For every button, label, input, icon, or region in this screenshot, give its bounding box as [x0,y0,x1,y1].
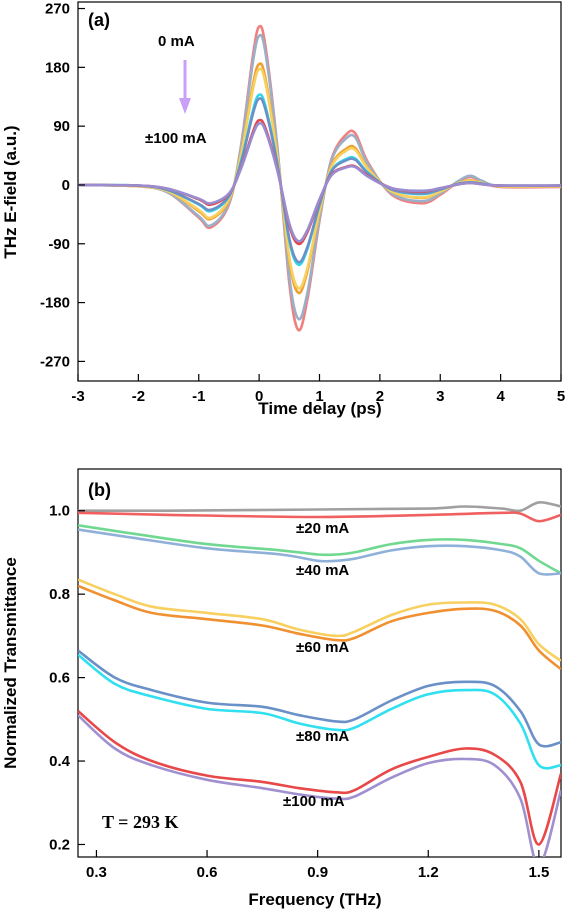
panel-a: -3 -2 -1 0 1 2 3 4 5 -270 -180 -90 0 90 180 270 (a) 0 m… [1,1,565,418]
x-tick-label: -1 [192,388,205,405]
y-tick-label: 0.8 [49,586,70,603]
x-tick-label: 0.9 [307,864,328,881]
panel-a-xlabel: Time delay (ps) [258,399,381,418]
panel-a-annotation-bottom: ±100 mA [145,130,207,147]
panel-a-ylabel: THz E-field (a.u.) [1,125,20,258]
series-line-a-3 [78,67,561,290]
x-tick-label: -3 [71,388,84,405]
panel-a-frame [77,1,562,382]
x-tick-label: 0 [255,388,263,405]
x-tick-label: 2 [376,388,384,405]
x-tick-label: -2 [132,388,145,405]
curve-label-80: ±80 mA [296,728,349,745]
y-tick-label: 90 [53,118,70,135]
y-tick-label: 180 [45,59,70,76]
series-line-b-2 [78,524,561,575]
panel-b: 0.3 0.6 0.9 1.2 1.5 0.2 0.4 0.6 0.8 1.0 (b) ±20 m… [1,468,562,909]
y-tick-label: -90 [48,236,70,253]
x-tick-label: 1 [315,388,323,405]
series-line-b-4 [78,578,561,662]
series-line-b-3 [78,528,561,576]
curve-label-100: ±100 mA [283,793,345,810]
y-tick-label: 0.4 [49,753,71,770]
panel-b-frame [77,468,562,858]
series-line-a-5 [78,97,561,264]
x-tick-label: 0.6 [197,864,218,881]
panel-b-label: (b) [88,480,111,500]
series-line-b-1 [78,511,561,523]
temperature-label: T = 293 K [102,812,178,832]
x-tick-label: 0.3 [86,864,107,881]
panel-b-xlabel: Frequency (THz) [248,890,381,909]
series-line-a-2 [78,62,561,295]
y-tick-label: 0.2 [49,836,70,853]
curve-label-20: ±20 mA [296,520,349,537]
y-tick-label: 270 [45,1,70,18]
y-tick-label: -270 [40,353,70,370]
y-tick-label: -180 [40,295,70,312]
x-tick-label: 1.2 [418,864,439,881]
panel-b-ticks: 0.3 0.6 0.9 1.2 1.5 0.2 0.4 0.6 0.8 1.0 [49,503,549,881]
y-tick-label: 1.0 [49,503,70,520]
panel-a-label: (a) [88,10,110,30]
x-tick-label: 4 [496,388,505,405]
panel-a-series [78,24,561,332]
series-line-b-6 [78,649,561,748]
panel-b-series [78,501,561,857]
series-line-a-7 [78,121,561,243]
down-arrow-icon [179,60,191,114]
x-tick-label: 3 [436,388,444,405]
series-line-a-4 [78,93,561,267]
curve-label-40: ±40 mA [296,562,349,579]
series-line-b-7 [78,653,561,770]
series-line-a-0 [78,24,561,332]
y-tick-label: 0.6 [49,670,70,687]
x-tick-label: 5 [557,388,565,405]
panel-b-ylabel: Normalized Transmittance [1,557,20,769]
series-line-b-0 [78,501,561,513]
panel-a-annotation-top: 0 mA [158,33,195,50]
x-tick-label: 1.5 [528,864,549,881]
series-line-a-1 [78,33,561,321]
series-line-b-8 [78,710,561,846]
y-tick-label: 0 [62,177,70,194]
series-line-b-5 [78,584,561,671]
panel-a-ticks: -3 -2 -1 0 1 2 3 4 5 -270 -180 -90 0 90 180 270 [40,1,565,405]
curve-label-60: ±60 mA [296,639,349,656]
series-line-b-9 [78,714,561,857]
